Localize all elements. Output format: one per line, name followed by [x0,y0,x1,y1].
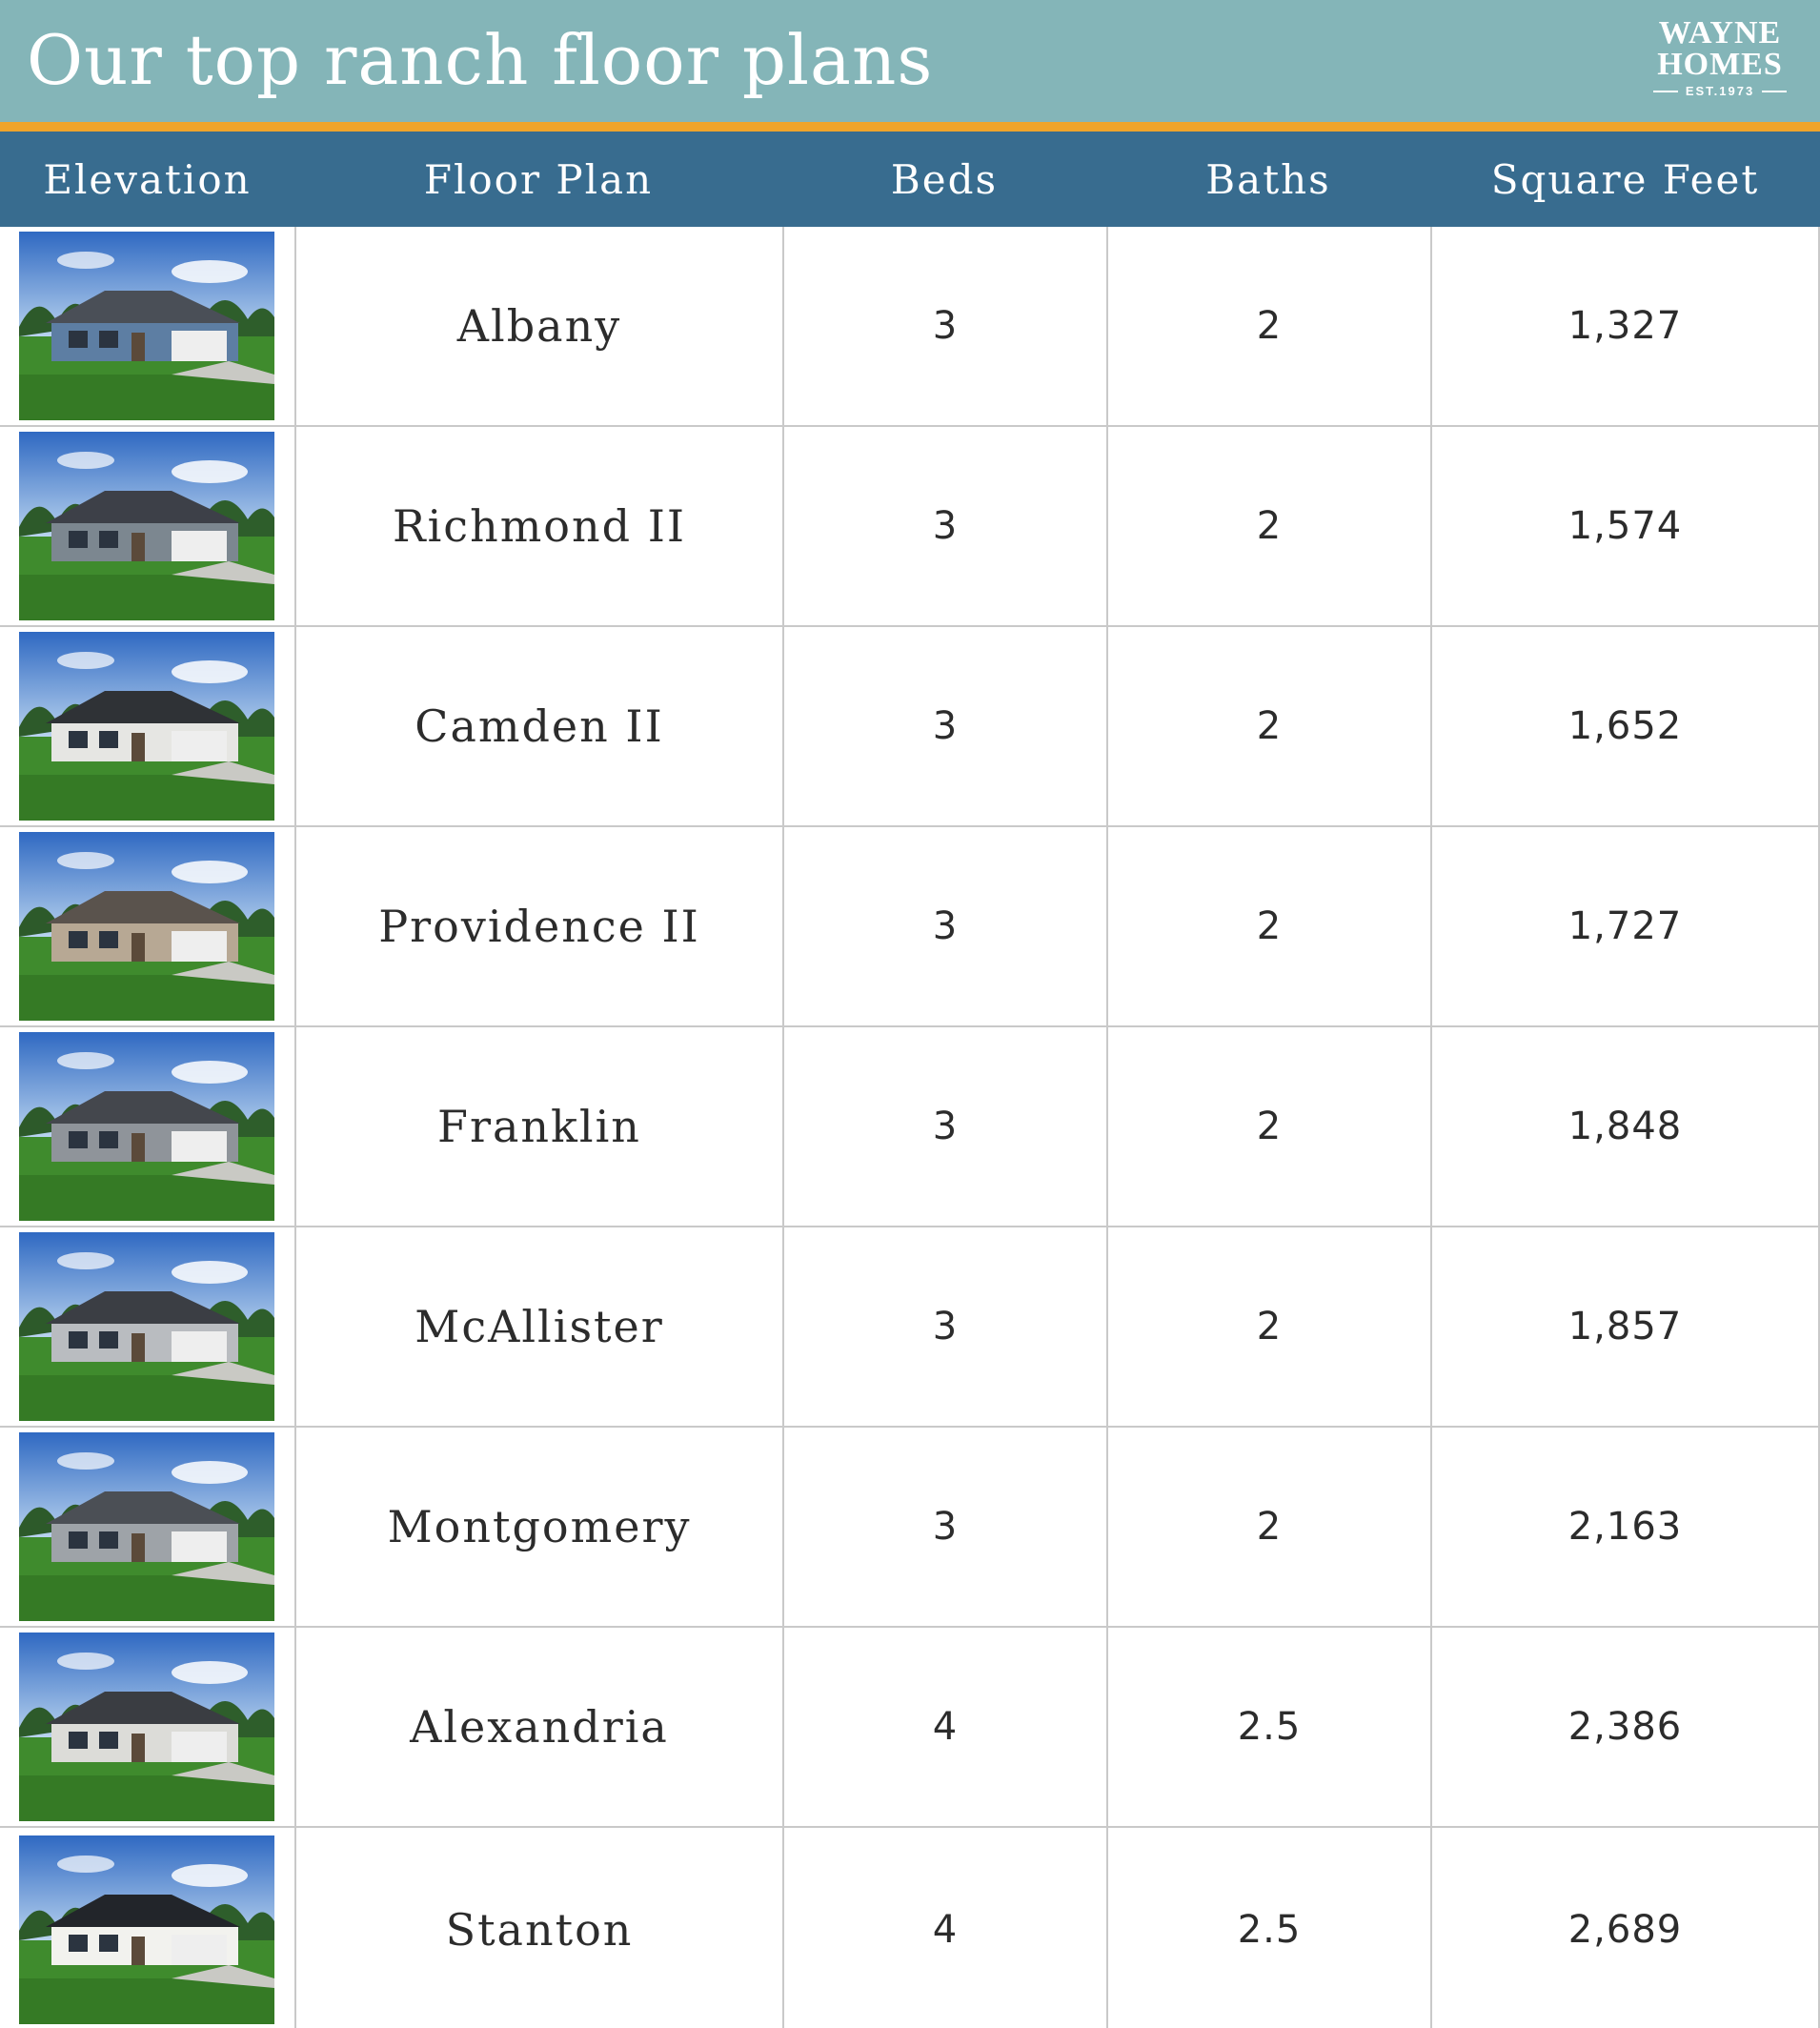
elevation-cell [0,1027,294,1226]
wayne-homes-logo: WAYNE HOMES EST.1973 [1648,17,1791,105]
column-header-elevation: Elevation [43,155,252,203]
house-elevation-image [19,1835,274,2024]
beds-value: 3 [782,827,1106,1025]
logo-rule-right [1762,90,1788,92]
baths-value: 2 [1106,1428,1430,1626]
floor-plan-name: Franklin [294,1027,782,1226]
beds-value: 3 [782,227,1106,425]
house-elevation-image [19,832,274,1021]
logo-established: EST.1973 [1648,84,1791,98]
logo-line-1: WAYNE [1658,15,1782,51]
beds-value: 3 [782,627,1106,825]
table-row: Camden II 3 2 1,652 [0,627,1820,827]
floor-plan-name: McAllister [294,1227,782,1426]
house-elevation-image [19,1032,274,1221]
square-feet-value: 1,727 [1430,827,1820,1025]
table-row: Providence II 3 2 1,727 [0,827,1820,1027]
page-title: Our top ranch floor plans [27,20,934,100]
square-feet-value: 2,386 [1430,1628,1820,1826]
table-row: McAllister 3 2 1,857 [0,1227,1820,1428]
beds-value: 4 [782,1628,1106,1826]
beds-value: 3 [782,1027,1106,1226]
house-elevation-image [19,232,274,420]
floor-plan-name: Stanton [294,1828,782,2028]
elevation-cell [0,1428,294,1626]
floor-plan-name: Richmond II [294,427,782,625]
column-header-floor-plan: Floor Plan [423,155,654,203]
baths-value: 2.5 [1106,1628,1430,1826]
column-header-baths: Baths [1205,155,1331,203]
floor-plan-name: Albany [294,227,782,425]
floor-plan-name: Alexandria [294,1628,782,1826]
elevation-cell [0,227,294,425]
house-elevation-image [19,1232,274,1421]
elevation-cell [0,1628,294,1826]
square-feet-value: 1,652 [1430,627,1820,825]
accent-divider [0,122,1820,132]
elevation-cell [0,627,294,825]
floor-plan-name: Camden II [294,627,782,825]
floor-plan-name: Providence II [294,827,782,1025]
house-elevation-image [19,632,274,821]
elevation-cell [0,827,294,1025]
baths-value: 2 [1106,827,1430,1025]
beds-value: 3 [782,1428,1106,1626]
square-feet-value: 1,857 [1430,1227,1820,1426]
table-row: Richmond II 3 2 1,574 [0,427,1820,627]
logo-est-text: EST.1973 [1685,84,1755,98]
floor-plans-table: Elevation Floor Plan Beds Baths Square F… [0,132,1820,2028]
baths-value: 2.5 [1106,1828,1430,2028]
column-header-beds: Beds [890,155,999,203]
beds-value: 3 [782,1227,1106,1426]
page-header: Our top ranch floor plans WAYNE HOMES ES… [0,0,1820,122]
baths-value: 2 [1106,1227,1430,1426]
square-feet-value: 2,163 [1430,1428,1820,1626]
logo-line-2: HOMES [1657,47,1783,82]
beds-value: 4 [782,1828,1106,2028]
table-body: Albany 3 2 1,327 Richmond II 3 2 1,574 Camden II… [0,227,1820,2028]
house-elevation-image [19,1432,274,1621]
table-row: Franklin 3 2 1,848 [0,1027,1820,1227]
floor-plan-name: Montgomery [294,1428,782,1626]
square-feet-value: 1,848 [1430,1027,1820,1226]
table-row: Albany 3 2 1,327 [0,227,1820,427]
table-row: Alexandria 4 2.5 2,386 [0,1628,1820,1828]
table-header: Elevation Floor Plan Beds Baths Square F… [0,132,1820,227]
square-feet-value: 1,574 [1430,427,1820,625]
baths-value: 2 [1106,627,1430,825]
elevation-cell [0,1828,294,2028]
beds-value: 3 [782,427,1106,625]
elevation-cell [0,427,294,625]
square-feet-value: 1,327 [1430,227,1820,425]
table-row: Montgomery 3 2 2,163 [0,1428,1820,1628]
square-feet-value: 2,689 [1430,1828,1820,2028]
table-row: Stanton 4 2.5 2,689 [0,1828,1820,2028]
elevation-cell [0,1227,294,1426]
baths-value: 2 [1106,1027,1430,1226]
logo-rule-left [1652,90,1678,92]
baths-value: 2 [1106,427,1430,625]
house-elevation-image [19,1633,274,1821]
house-elevation-image [19,432,274,620]
column-header-square-feet: Square Feet [1490,155,1760,203]
baths-value: 2 [1106,227,1430,425]
